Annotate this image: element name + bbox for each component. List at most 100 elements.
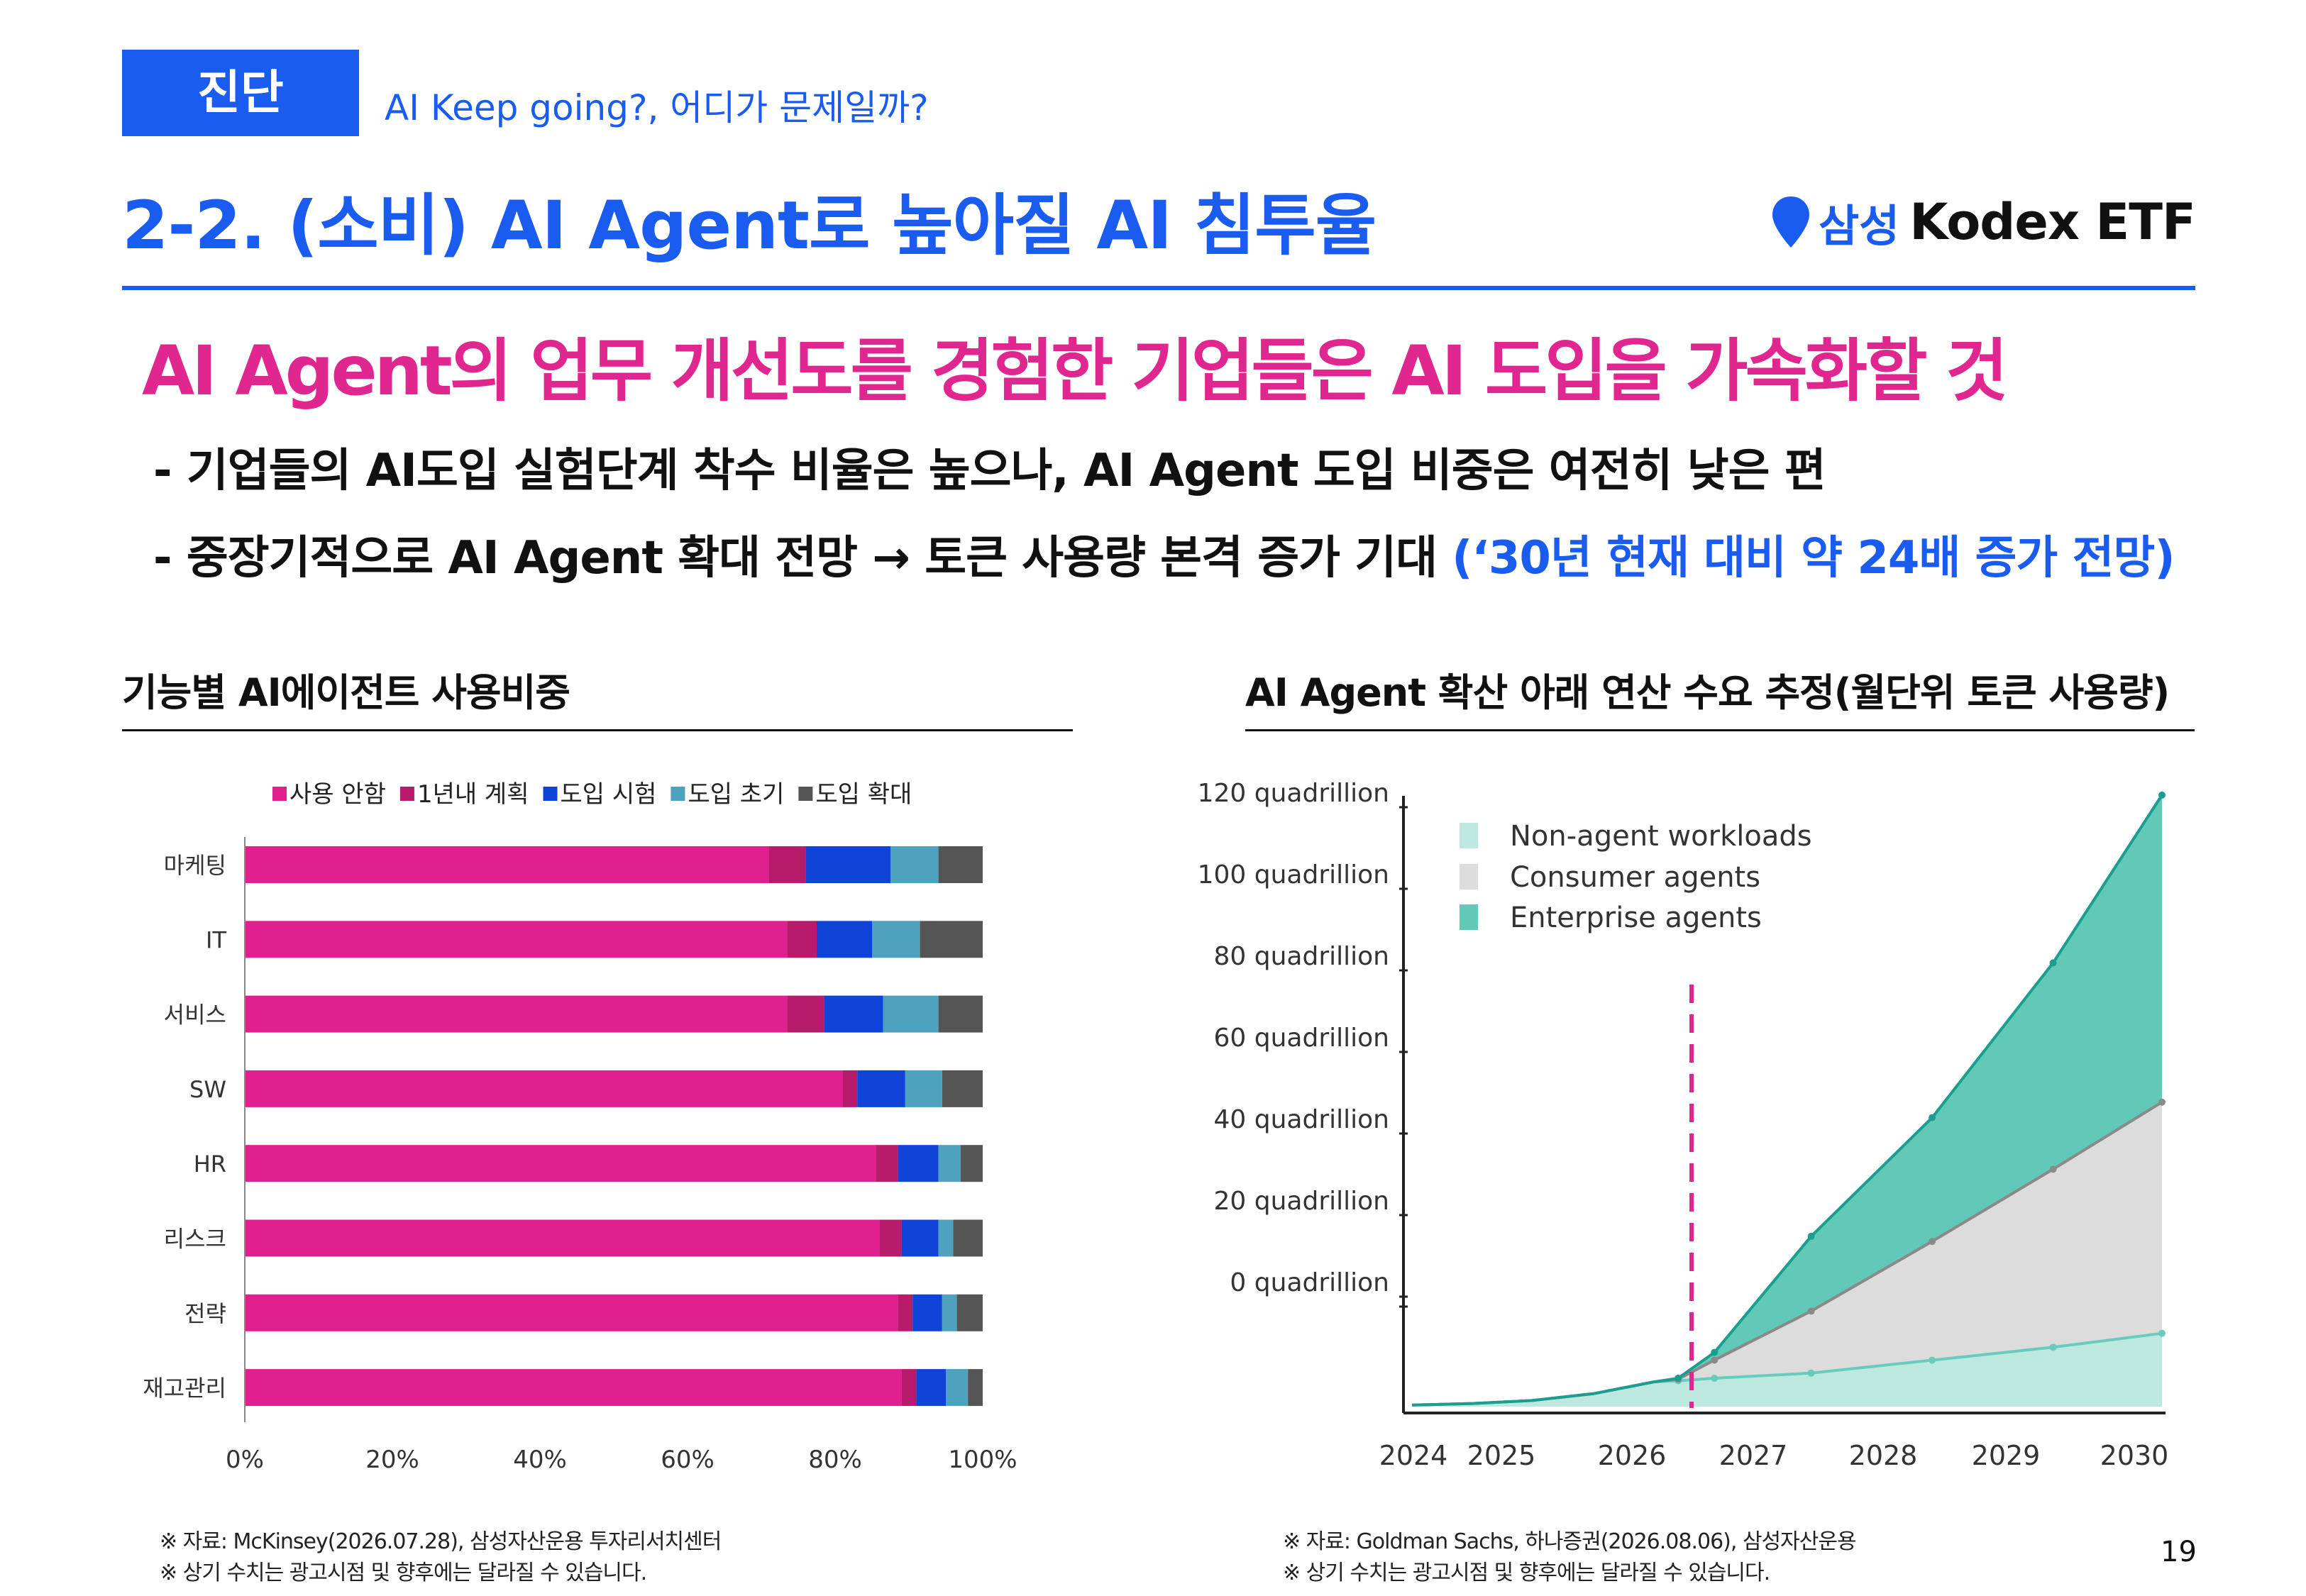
y-tick-label: 20 quadrillion bbox=[1214, 1187, 1389, 1216]
right-title-divider bbox=[1245, 729, 2195, 731]
series-marker-1 bbox=[1929, 1356, 1936, 1364]
series-marker-3 bbox=[2158, 791, 2166, 799]
bar-segment-5 bbox=[920, 921, 983, 958]
x-tick-label: 80% bbox=[808, 1446, 862, 1474]
bar-segment-4 bbox=[872, 921, 920, 958]
x-tick-label: 100% bbox=[948, 1446, 1017, 1474]
legend-swatch-4 bbox=[671, 787, 685, 801]
brand-prefix: 삼성 bbox=[1819, 200, 1900, 252]
bar-segment-1 bbox=[245, 921, 788, 958]
legend-label-2: 1년내 계획 bbox=[417, 780, 529, 809]
bar-segment-4 bbox=[905, 1070, 942, 1107]
y-tick-label: 100 quadrillion bbox=[1198, 860, 1389, 890]
page-number: 19 bbox=[2161, 1536, 2197, 1568]
category-label: 서비스 bbox=[164, 1002, 226, 1029]
left-source-note: ※ 자료: McKinsey(2026.07.28), 삼성자산운용 투자리서치… bbox=[160, 1529, 722, 1554]
category-label: 재고관리 bbox=[143, 1375, 226, 1402]
bullet-1: - 기업들의 AI도입 실험단계 착수 비율은 높으나, AI Agent 도입… bbox=[153, 445, 1826, 497]
bar-segment-1 bbox=[245, 1369, 902, 1407]
legend-label-2: Consumer agents bbox=[1510, 861, 1760, 894]
legend-swatch-3 bbox=[1460, 904, 1478, 930]
series-marker-3 bbox=[1807, 1232, 1815, 1240]
legend-swatch-5 bbox=[798, 787, 813, 801]
bar-segment-2 bbox=[901, 1369, 917, 1407]
x-tick-label: 2024 bbox=[1379, 1440, 1448, 1471]
bar-segment-5 bbox=[938, 995, 983, 1033]
bar-segment-5 bbox=[968, 1369, 983, 1407]
y-tick-label: 60 quadrillion bbox=[1214, 1024, 1389, 1053]
x-tick-label: 2029 bbox=[1972, 1440, 2041, 1471]
x-tick-label: 40% bbox=[513, 1446, 567, 1474]
series-marker-2 bbox=[2049, 1165, 2057, 1173]
series-marker-3 bbox=[1675, 1374, 1682, 1382]
legend-label-3: 도입 시험 bbox=[561, 780, 657, 809]
bar-segment-3 bbox=[857, 1070, 905, 1107]
bar-segment-2 bbox=[842, 1070, 858, 1107]
series-marker-3 bbox=[1929, 1114, 1936, 1121]
bar-segment-5 bbox=[960, 1145, 983, 1182]
bar-segment-3 bbox=[805, 846, 890, 883]
bar-segment-1 bbox=[245, 1070, 843, 1107]
bar-segment-2 bbox=[787, 921, 817, 958]
bar-segment-2 bbox=[787, 995, 824, 1033]
series-marker-2 bbox=[1929, 1238, 1936, 1246]
bar-segment-1 bbox=[245, 1219, 880, 1257]
bar-segment-5 bbox=[942, 1070, 983, 1107]
bar-segment-2 bbox=[898, 1294, 913, 1331]
y-tick-label: 0 quadrillion bbox=[1230, 1268, 1389, 1297]
bullet-2: - 중장기적으로 AI Agent 확대 전망 → 토큰 사용량 본격 증가 기… bbox=[153, 521, 2175, 587]
bar-segment-5 bbox=[938, 846, 983, 883]
bar-segment-1 bbox=[245, 1294, 898, 1331]
bar-segment-2 bbox=[879, 1219, 902, 1257]
section-tag-label: 진단 bbox=[197, 65, 284, 120]
bar-segment-3 bbox=[912, 1294, 942, 1331]
category-label: SW bbox=[189, 1076, 226, 1103]
category-label: 마케팅 bbox=[164, 852, 226, 879]
legend-label-5: 도입 확대 bbox=[815, 780, 912, 809]
x-tick-label: 2027 bbox=[1719, 1440, 1788, 1471]
x-tick-label: 0% bbox=[226, 1446, 264, 1474]
legend-label-4: 도입 초기 bbox=[688, 780, 784, 809]
bar-segment-3 bbox=[824, 995, 883, 1033]
bar-segment-4 bbox=[938, 1219, 954, 1257]
category-label: 전략 bbox=[184, 1300, 226, 1327]
category-label: 리스크 bbox=[164, 1226, 226, 1253]
bar-segment-3 bbox=[901, 1219, 939, 1257]
bullet-2-text: - 중장기적으로 AI Agent 확대 전망 → 토큰 사용량 본격 증가 기… bbox=[153, 532, 1452, 584]
series-marker-1 bbox=[1711, 1374, 1719, 1382]
x-tick-label: 2026 bbox=[1598, 1440, 1667, 1471]
series-marker-1 bbox=[2049, 1343, 2057, 1351]
x-tick-label: 2030 bbox=[2100, 1440, 2169, 1471]
series-marker-2 bbox=[2158, 1098, 2166, 1106]
legend-swatch-2 bbox=[1460, 864, 1478, 890]
legend-label-1: 사용 안함 bbox=[289, 780, 386, 809]
brand-name: Kodex ETF bbox=[1909, 193, 2196, 251]
bar-segment-4 bbox=[942, 1294, 957, 1331]
bar-segment-2 bbox=[876, 1145, 898, 1182]
bar-segment-1 bbox=[245, 846, 769, 883]
stacked-area-chart: 120 quadrillion 100 quadrillion 80 quadril… bbox=[1198, 779, 2169, 1471]
series-marker-2 bbox=[1711, 1356, 1719, 1364]
right-chart-title: AI Agent 확산 아래 연산 수요 추정(월단위 토큰 사용량) bbox=[1245, 670, 2170, 715]
category-label: IT bbox=[206, 926, 226, 953]
brand-logo: 삼성 Kodex ETF bbox=[1771, 190, 2196, 261]
left-disclaimer-note: ※ 상기 수치는 광고시점 및 향후에는 달라질 수 있습니다. bbox=[160, 1561, 647, 1585]
page-title: 2-2. (소비) AI Agent로 높아질 AI 침투율 bbox=[122, 187, 1377, 265]
bar-segment-3 bbox=[817, 921, 872, 958]
y-tick-label: 40 quadrillion bbox=[1214, 1105, 1389, 1134]
series-marker-1 bbox=[1807, 1369, 1815, 1377]
y-tick-label: 120 quadrillion bbox=[1198, 779, 1389, 808]
legend-label-3: Enterprise agents bbox=[1510, 902, 1762, 934]
legend-swatch-3 bbox=[543, 787, 558, 801]
area-2 bbox=[1412, 1102, 2162, 1405]
right-disclaimer-note: ※ 상기 수치는 광고시점 및 향후에는 달라질 수 있습니다. bbox=[1283, 1561, 1770, 1585]
series-marker-1 bbox=[2158, 1329, 2166, 1337]
legend-swatch-1 bbox=[272, 787, 287, 801]
title-divider bbox=[122, 286, 2195, 290]
bar-segment-4 bbox=[946, 1369, 969, 1407]
left-chart-title: 기능별 AI에이전트 사용비중 bbox=[122, 670, 570, 715]
bar-segment-3 bbox=[898, 1145, 939, 1182]
legend-label-1: Non-agent workloads bbox=[1510, 820, 1812, 853]
series-marker-3 bbox=[1711, 1348, 1719, 1356]
